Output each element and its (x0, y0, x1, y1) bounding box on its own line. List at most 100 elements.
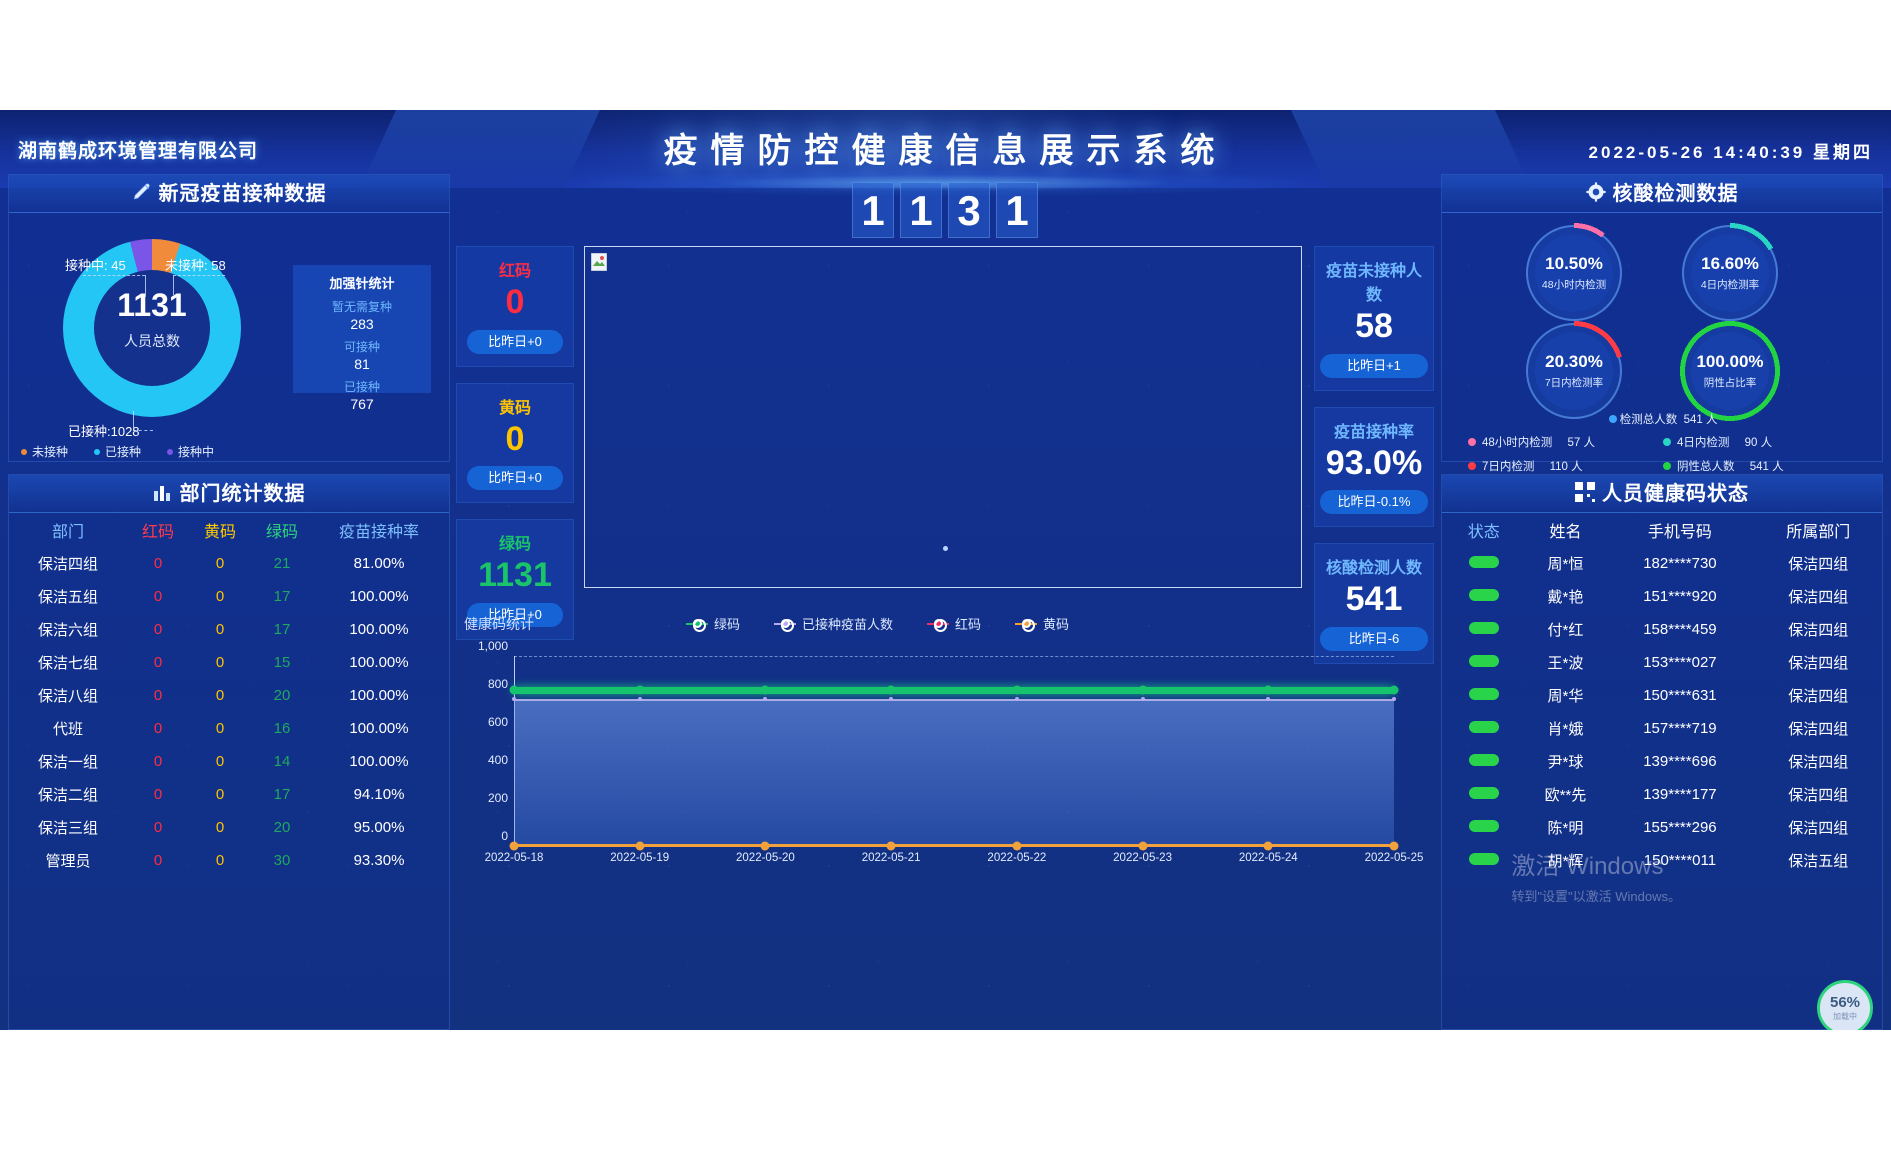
table-row[interactable]: 保洁四组 0 0 21 81.00% (9, 547, 449, 580)
callout-vaccinated: 已接种:1028 (68, 424, 140, 439)
kpi-green-badge: 比昨日+0 (467, 603, 563, 628)
data-point (1140, 696, 1145, 701)
table-row[interactable]: 管理员 0 0 30 93.30% (9, 844, 449, 877)
data-point (760, 841, 770, 851)
gauge-value: 100.00% (1696, 352, 1764, 371)
legend-dot-icon (1468, 438, 1476, 446)
health-code-chart: 健康码统计 绿码 已接种疫苗人数 红码 黄码 0 200 400 600 800 1,000 2… (456, 614, 1434, 1014)
pcr-legend-total: 检测总人数 541 人 (1442, 411, 1884, 427)
table-row[interactable]: 保洁一组 0 0 14 100.00% (9, 745, 449, 778)
data-point (889, 696, 894, 701)
cell-green: 17 (273, 588, 291, 605)
cell-phone: 158****459 (1643, 621, 1717, 638)
cell-yellow: 0 (215, 555, 225, 572)
dept-panel-title: 部门统计数据 (9, 475, 449, 513)
list-item[interactable]: 胡*辉 150****011 保洁五组 (1442, 844, 1882, 877)
qrcode-icon (1575, 477, 1595, 515)
kpi-unvaccinated-badge: 比昨日+1 (1320, 353, 1428, 378)
table-row[interactable]: 保洁三组 0 0 20 95.00% (9, 811, 449, 844)
cell-phone: 150****631 (1643, 687, 1717, 704)
pen-icon (132, 177, 152, 215)
cell-name: 肖*娥 (1547, 721, 1584, 738)
windows-watermark: 激活 Windows 转到"设置"以激活 Windows。 (1511, 846, 1681, 905)
dept-col-1: 红码 (141, 524, 174, 541)
cell-status (1442, 819, 1526, 836)
gauge-inner: 10.50% 48小时内检测 (1535, 234, 1613, 312)
data-point (1263, 685, 1273, 695)
list-item[interactable]: 陈*明 155****296 保洁四组 (1442, 811, 1882, 844)
kpi-pcr-title: 核酸检测人数 (1325, 560, 1422, 578)
cell-rate: 100.00% (349, 654, 409, 671)
pcr-legend-grid: 48小时内检测 57 人 4日内检测 90 人 7日内检测 110 人阴性总人数 5… (1442, 434, 1884, 474)
list-item[interactable]: 周*华 150****631 保洁四组 (1442, 679, 1882, 712)
cell-name: 尹*球 (1547, 754, 1584, 771)
cell-green: 21 (273, 555, 291, 572)
x-tick-label: 2022-05-24 (1238, 852, 1298, 864)
legend-item-vaccinated: 已接种 (94, 443, 141, 460)
list-item[interactable]: 王*波 153****027 保洁四组 (1442, 646, 1882, 679)
gauge-3: 100.00% 阴性占比率 (1679, 320, 1781, 422)
dept-table: 部门 红码 黄码 绿码 疫苗接种率 保洁四组 0 0 21 81.00% 保洁五组 0 0 17… (9, 513, 449, 877)
chart-legend-item-1[interactable]: 已接种疫苗人数 (774, 614, 893, 633)
table-row[interactable]: 保洁二组 0 0 17 94.10% (9, 778, 449, 811)
chart-legend-item-0[interactable]: 绿码 (686, 614, 740, 633)
data-point (886, 685, 896, 695)
table-row[interactable]: 保洁七组 0 0 15 100.00% (9, 646, 449, 679)
cell-red: 0 (153, 687, 163, 704)
cell-name: 王*波 (1547, 655, 1584, 672)
datetime-display: 2022-05-26 14:40:39 星期四 (1588, 143, 1873, 162)
pcr-gauges: 10.50% 48小时内检测 16.60% 4日内检测率 20.30% 7日内检测率 100… (1442, 219, 1884, 422)
table-row[interactable]: 代班 0 0 16 100.00% (9, 712, 449, 745)
cell-status (1442, 555, 1526, 572)
list-item[interactable]: 欧**先 139****177 保洁四组 (1442, 778, 1882, 811)
table-row[interactable]: 保洁五组 0 0 17 100.00% (9, 580, 449, 613)
pcr-legend-label: 7日内检测 (1482, 461, 1535, 473)
dept-col-0: 部门 (51, 524, 84, 541)
booster-key-1: 可接种 (343, 340, 380, 354)
table-row[interactable]: 保洁八组 0 0 20 100.00% (9, 679, 449, 712)
health-code-panel: 人员健康码状态 状态 姓名 手机号码 所属部门 周*恒 182****730 保洁四… (1441, 474, 1883, 1030)
list-item[interactable]: 尹*球 139****696 保洁四组 (1442, 745, 1882, 778)
legend-marker-icon (774, 618, 797, 632)
kpi-vaccination-rate: 疫苗接种率 93.0% 比昨日-0.1% (1314, 406, 1434, 528)
kpi-unvaccinated: 疫苗未接种人数 58 比昨日+1 (1314, 246, 1434, 391)
chart-legend-item-3[interactable]: 黄码 (1015, 614, 1069, 633)
cell-red: 0 (153, 621, 163, 638)
list-item[interactable]: 戴*艳 151****920 保洁四组 (1442, 580, 1882, 613)
y-tick-label: 0 (501, 829, 508, 843)
list-item[interactable]: 付*红 158****459 保洁四组 (1442, 613, 1882, 646)
list-item[interactable]: 肖*娥 157****719 保洁四组 (1442, 712, 1882, 745)
cell-yellow: 0 (215, 654, 225, 671)
chart-legend-label: 黄码 (1043, 617, 1070, 632)
list-item[interactable]: 周*恒 182****730 保洁四组 (1442, 547, 1882, 580)
cell-dept: 保洁四组 (1788, 754, 1849, 771)
status-badge (1468, 622, 1499, 634)
kpi-rate-badge: 比昨日-0.1% (1320, 490, 1428, 515)
loading-progress-badge[interactable]: 56% 加载中 (1817, 980, 1873, 1030)
donut-total-value: 1131 (117, 287, 187, 323)
booster-value-0: 283 (350, 316, 374, 332)
page-title: 疫情防控健康信息展示系统 (663, 132, 1228, 170)
legend-dot-icon (1608, 415, 1617, 423)
cell-green: 20 (273, 819, 291, 836)
donut-legend: 未接种 已接种 接种中 (21, 443, 281, 460)
status-badge (1468, 853, 1499, 865)
x-tick-label: 2022-05-21 (861, 852, 921, 864)
dept-stats-panel: 部门统计数据 部门 红码 黄码 绿码 疫苗接种率 保洁四组 0 0 21 81.00% 保… (8, 474, 450, 1030)
data-point (1392, 696, 1396, 701)
chart-legend-item-2[interactable]: 红码 (927, 614, 981, 633)
cell-rate: 100.00% (349, 588, 409, 605)
booster-key-0: 暂无需复种 (331, 300, 392, 314)
status-badge (1468, 721, 1499, 733)
dept-col-4: 疫苗接种率 (338, 524, 419, 541)
kpi-red-badge: 比昨日+0 (467, 329, 563, 354)
code-panel-title: 人员健康码状态 (1442, 475, 1882, 513)
donut-ring (63, 239, 241, 417)
kpi-unvaccinated-title: 疫苗未接种人数 (1325, 263, 1422, 304)
y-tick-label: 1,000 (477, 639, 508, 653)
data-point (760, 685, 770, 695)
gauge-value: 16.60% (1701, 254, 1759, 273)
cell-name: 欧**先 (1544, 787, 1587, 804)
table-row[interactable]: 保洁六组 0 0 17 100.00% (9, 613, 449, 646)
cell-rate: 100.00% (349, 687, 409, 704)
